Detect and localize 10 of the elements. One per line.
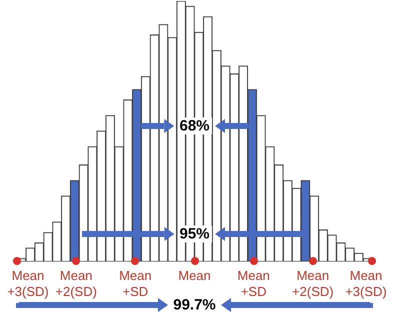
text: 99.7%	[171, 296, 218, 314]
text: Mean +SD	[118, 268, 153, 300]
text: Mean +2(SD)	[291, 268, 335, 300]
text: Mean	[177, 268, 212, 284]
text: Mean +2(SD)	[54, 268, 98, 300]
annotation: 68%	[177, 117, 212, 134]
annotation: 95%	[177, 225, 212, 242]
text: Mean +SD	[236, 268, 271, 300]
text: Mean +3(SD)	[6, 268, 50, 300]
text: Mean +3(SD)	[344, 268, 388, 300]
